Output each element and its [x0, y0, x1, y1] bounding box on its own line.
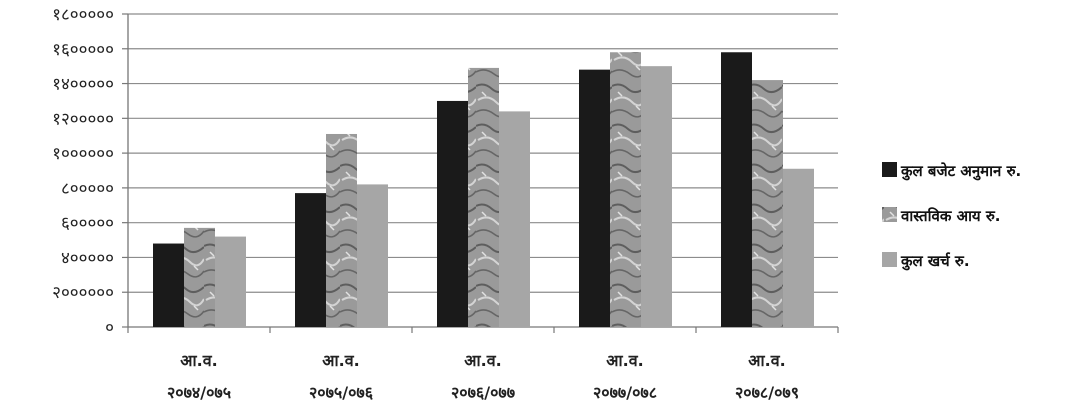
bar-1 [295, 193, 326, 327]
bar-2 [610, 52, 641, 327]
y-tick-label: ४००००० [61, 248, 114, 268]
x-category-sublabel: २०७५/०७६ [309, 383, 374, 402]
legend-swatch [882, 162, 897, 177]
y-tick-label: १०००००० [52, 144, 114, 164]
legend-label: कुल बजेट अनुमान रु. [900, 162, 1021, 181]
y-tick-label: १६००००० [52, 40, 114, 60]
bar-3 [499, 111, 530, 327]
bar-3 [783, 168, 814, 327]
bar-2 [326, 133, 357, 327]
legend: कुल बजेट अनुमान रु. वास्तविक आय रु. कुल खर… [882, 162, 1021, 271]
legend-label: कुल खर्च रु. [900, 252, 970, 271]
bar-1 [579, 69, 610, 328]
x-category-label: आ.व. [180, 351, 217, 370]
y-tick-label: १८००००० [52, 5, 114, 25]
bar-1 [437, 100, 468, 327]
bar-2 [752, 80, 783, 327]
bar-2 [184, 227, 215, 327]
x-category-sublabel: २०७६/०७७ [451, 383, 515, 402]
y-tick-label: १२००००० [52, 109, 114, 129]
legend-swatch [882, 207, 897, 222]
axis-labels: ० २०००००० ४००००० ६००००० ८००००० १०००००० १२०००००… [52, 5, 799, 402]
x-category-label: आ.व. [322, 351, 359, 370]
bars [153, 52, 814, 328]
y-tick-label: २०००००० [52, 283, 114, 303]
y-tick-label: १४००००० [52, 75, 114, 95]
bar-3 [357, 184, 388, 327]
x-category-sublabel: २०७८/०७९ [735, 383, 799, 402]
bar-2 [468, 67, 499, 328]
y-tick-label: ८००००० [61, 179, 114, 199]
bar-3 [641, 66, 672, 328]
bar-1 [721, 52, 752, 327]
legend-swatch [882, 252, 897, 267]
x-category-sublabel: २०७७/०७८ [593, 383, 657, 402]
x-category-label: आ.व. [748, 351, 785, 370]
y-tick-label: ० [105, 318, 114, 338]
legend-label: वास्तविक आय रु. [900, 207, 1001, 225]
x-category-sublabel: २०७४/०७५ [167, 383, 231, 402]
x-category-label: आ.व. [606, 351, 643, 370]
bar-3 [215, 236, 246, 327]
bar-1 [153, 243, 184, 327]
y-tick-label: ६००००० [61, 214, 114, 234]
x-category-label: आ.व. [464, 351, 501, 370]
